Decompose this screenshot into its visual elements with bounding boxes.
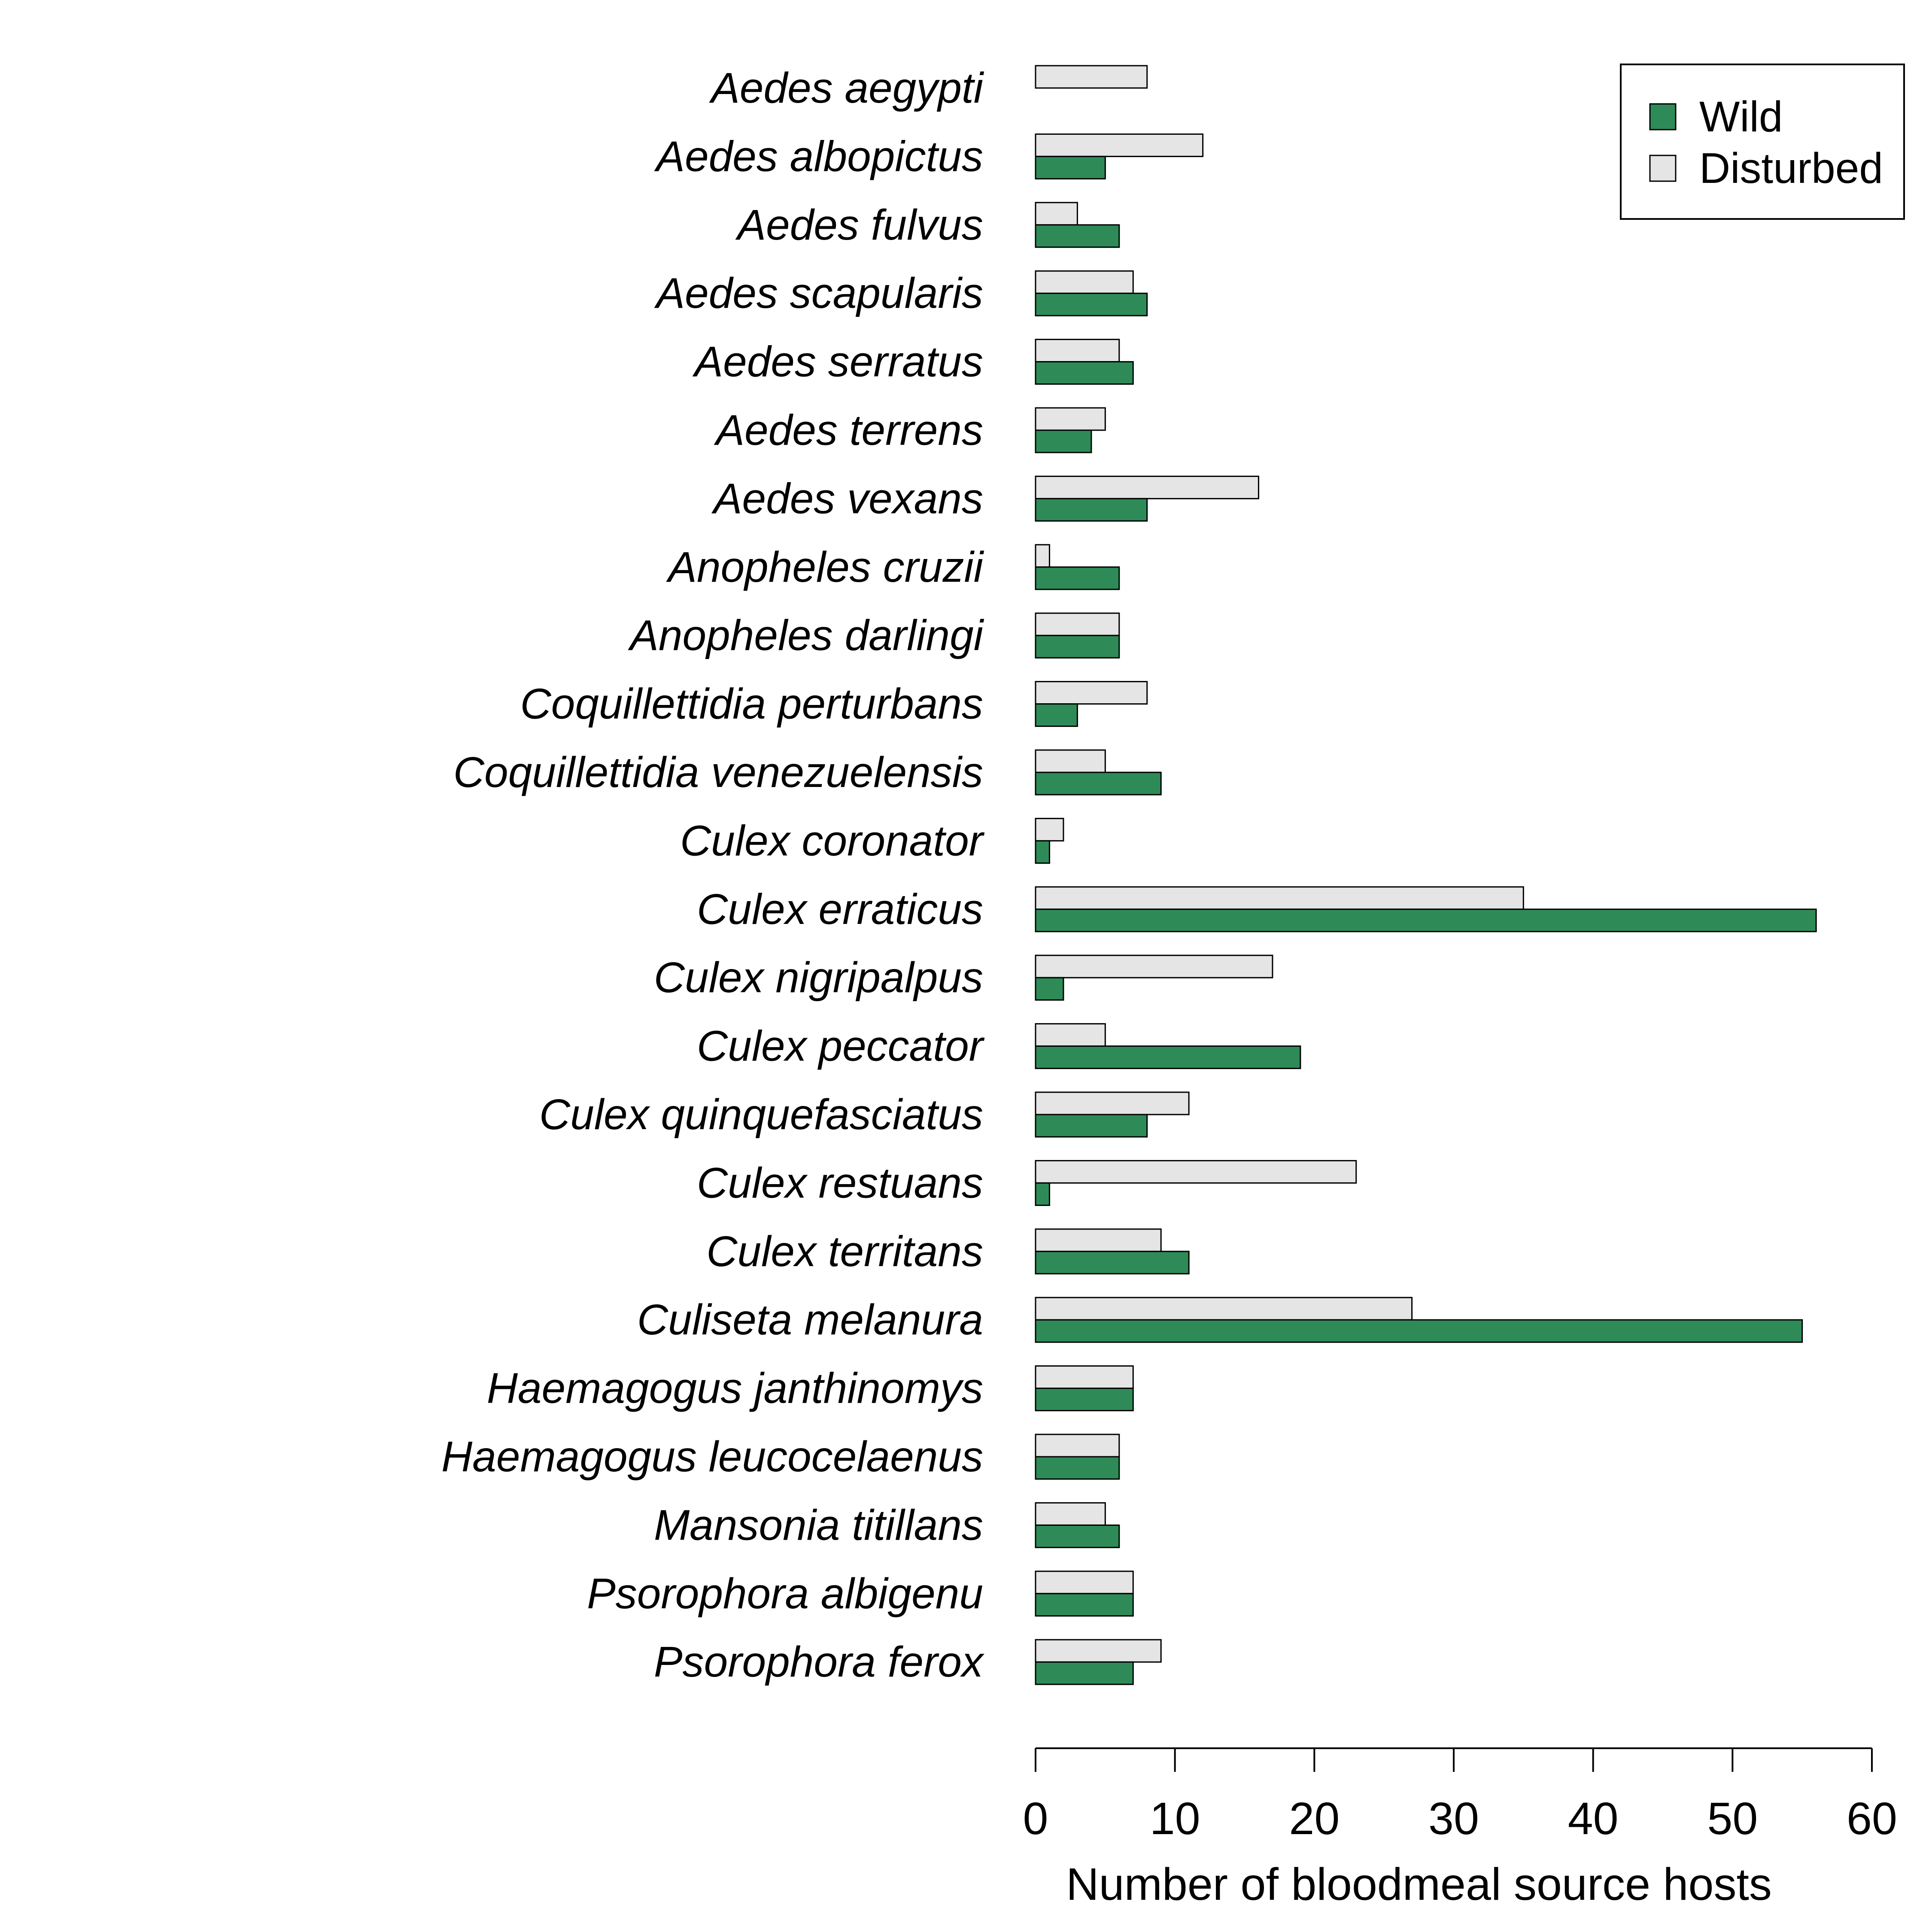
bar-wild [1035,1388,1134,1412]
category-label: Psorophora albigenu [587,1570,983,1618]
bar-disturbed [1035,133,1204,157]
bar-disturbed [1035,339,1120,363]
category-label: Aedes serratus [692,338,983,386]
category-label: Psorophora ferox [654,1638,984,1686]
bar-wild [1035,429,1092,453]
x-axis: 0 10 20 30 40 50 60 [1023,1747,1897,1844]
bar-disturbed [1035,1023,1106,1047]
bar-disturbed [1035,954,1273,978]
x-tick-label: 30 [1428,1793,1479,1844]
category-label: Aedes albopictus [654,132,983,180]
bar-wild [1035,977,1064,1001]
bar-wild [1035,840,1050,864]
bar-disturbed [1035,681,1148,705]
bar-disturbed [1035,612,1120,636]
category-label: Mansonia titillans [654,1501,983,1549]
bar-disturbed [1035,1160,1357,1184]
x-axis-title: Number of bloodmeal source hosts [1066,1859,1772,1910]
category-label: Coquillettidia venezuelensis [453,748,983,796]
bar-wild [1035,1045,1301,1069]
x-tick-label: 10 [1150,1793,1200,1844]
bar-disturbed [1035,1502,1106,1526]
bar-disturbed [1035,544,1050,568]
bar-wild [1035,1251,1190,1275]
x-tick-label: 50 [1707,1793,1758,1844]
bar-wild [1035,908,1817,933]
category-label: Anopheles darlingi [628,611,984,659]
legend-label: Wild [1699,93,1783,141]
category-label: Culex restuans [697,1159,983,1207]
category-label: Aedes fulvus [735,201,983,249]
category-label: Aedes aegypti [709,64,984,112]
legend-swatch [1649,103,1677,131]
legend-swatch [1649,155,1677,182]
bars-group [1035,65,1817,1685]
category-label: Haemagogus janthinomys [487,1364,983,1413]
bar-disturbed [1035,202,1078,226]
bar-disturbed [1035,1091,1190,1115]
category-labels: Aedes aegypti Aedes albopictus Aedes fulvu… [441,64,985,1686]
bar-wild [1035,1456,1120,1480]
category-label: Culex nigripalpus [654,954,983,1002]
bar-wild [1035,1593,1134,1617]
category-label: Coquillettidia perturbans [520,680,983,728]
x-ticks: 0 10 20 30 40 50 60 [1023,1748,1897,1844]
legend-label: Disturbed [1699,144,1883,192]
bar-disturbed [1035,1639,1162,1663]
bar-disturbed [1035,1297,1413,1321]
category-label: Culiseta melanura [637,1296,983,1344]
bar-wild [1035,155,1106,179]
bar-disturbed [1035,407,1106,431]
category-label: Anopheles cruzii [666,543,984,591]
x-tick-label: 40 [1568,1793,1619,1844]
category-label: Culex quinquefasciatus [539,1091,983,1139]
bar-disturbed [1035,817,1064,841]
bar-disturbed [1035,1228,1162,1252]
category-label: Haemagogus leucocelaenus [441,1433,983,1481]
category-label: Aedes terrens [714,406,983,454]
bar-wild [1035,1319,1803,1343]
bar-wild [1035,224,1120,248]
bar-disturbed [1035,270,1134,294]
bar-wild [1035,703,1078,727]
category-label: Culex coronator [680,817,985,865]
bar-wild [1035,772,1162,796]
bar-wild [1035,292,1148,316]
bar-wild [1035,1182,1050,1206]
category-label: Culex peccator [697,1022,985,1070]
x-tick-label: 0 [1023,1793,1048,1844]
bar-wild [1035,1524,1120,1548]
bar-wild [1035,1114,1148,1138]
x-tick-label: 20 [1289,1793,1340,1844]
legend-box [1620,64,1905,220]
bar-wild [1035,566,1120,590]
bar-wild [1035,635,1120,659]
category-label: Aedes vexans [711,474,983,522]
category-label: Culex erraticus [697,885,983,933]
bar-disturbed [1035,475,1259,499]
x-tick-label: 60 [1847,1793,1897,1844]
bar-disturbed [1035,749,1106,773]
bar-disturbed [1035,1365,1134,1389]
bar-wild [1035,498,1148,522]
category-label: Aedes scapularis [654,269,983,317]
bar-wild [1035,1661,1134,1685]
bar-disturbed [1035,1434,1120,1458]
bar-disturbed [1035,65,1148,89]
category-label: Culex territans [706,1227,983,1276]
bar-disturbed [1035,886,1524,910]
bar-disturbed [1035,1571,1134,1595]
bar-wild [1035,361,1134,385]
